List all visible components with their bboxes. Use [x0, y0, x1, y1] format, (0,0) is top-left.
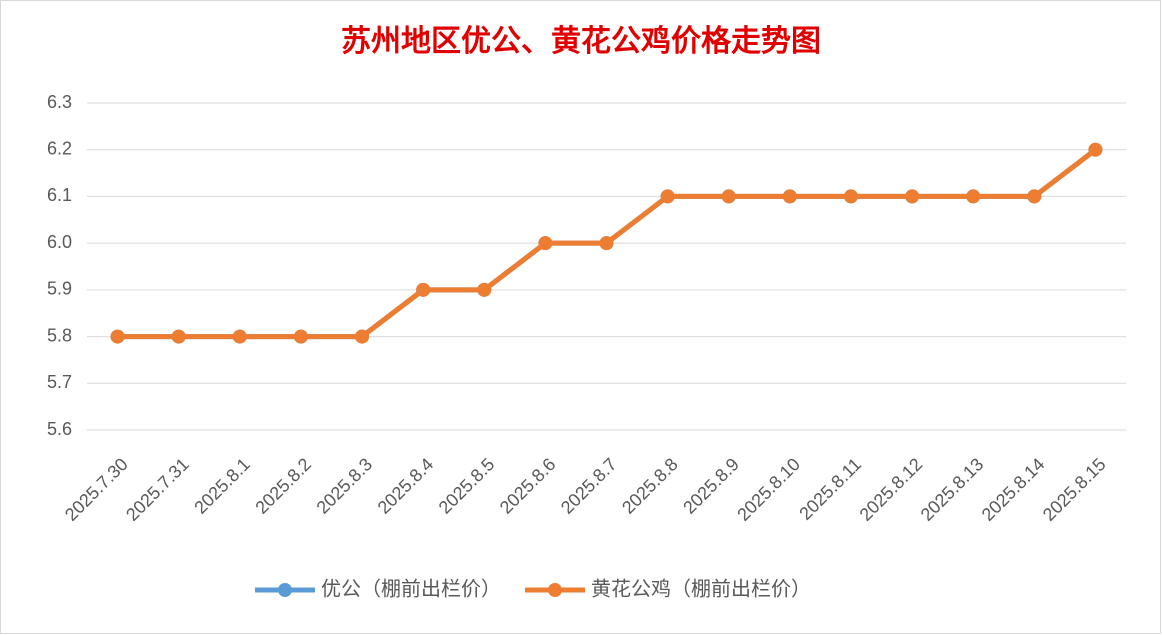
- data-point: [293, 329, 308, 344]
- data-point: [1088, 142, 1103, 157]
- legend-label: 优公（棚前出栏价）: [321, 577, 501, 600]
- data-point: [599, 236, 614, 251]
- y-tick-label: 5.7: [47, 372, 72, 392]
- data-point: [721, 189, 736, 204]
- data-point: [171, 329, 186, 344]
- data-point: [477, 282, 492, 297]
- y-tick-label: 6.1: [47, 185, 72, 205]
- data-point: [782, 189, 797, 204]
- data-point: [355, 329, 370, 344]
- y-tick-label: 5.8: [47, 325, 72, 345]
- data-point: [110, 329, 125, 344]
- data-point: [538, 236, 553, 251]
- data-point: [905, 189, 920, 204]
- y-tick-label: 6.2: [47, 138, 72, 158]
- y-tick-label: 5.9: [47, 279, 72, 299]
- data-point: [843, 189, 858, 204]
- y-tick-label: 5.6: [47, 419, 72, 439]
- legend-marker: [278, 583, 292, 597]
- y-tick-label: 6.3: [47, 92, 72, 112]
- legend-label: 黄花公鸡（棚前出栏价）: [591, 577, 811, 600]
- legend-marker: [548, 583, 562, 597]
- data-point: [660, 189, 675, 204]
- chart-title: 苏州地区优公、黄花公鸡价格走势图: [341, 25, 821, 58]
- data-point: [232, 329, 247, 344]
- data-point: [416, 282, 431, 297]
- data-point: [1027, 189, 1042, 204]
- data-point: [966, 189, 981, 204]
- y-tick-label: 6.0: [47, 232, 72, 252]
